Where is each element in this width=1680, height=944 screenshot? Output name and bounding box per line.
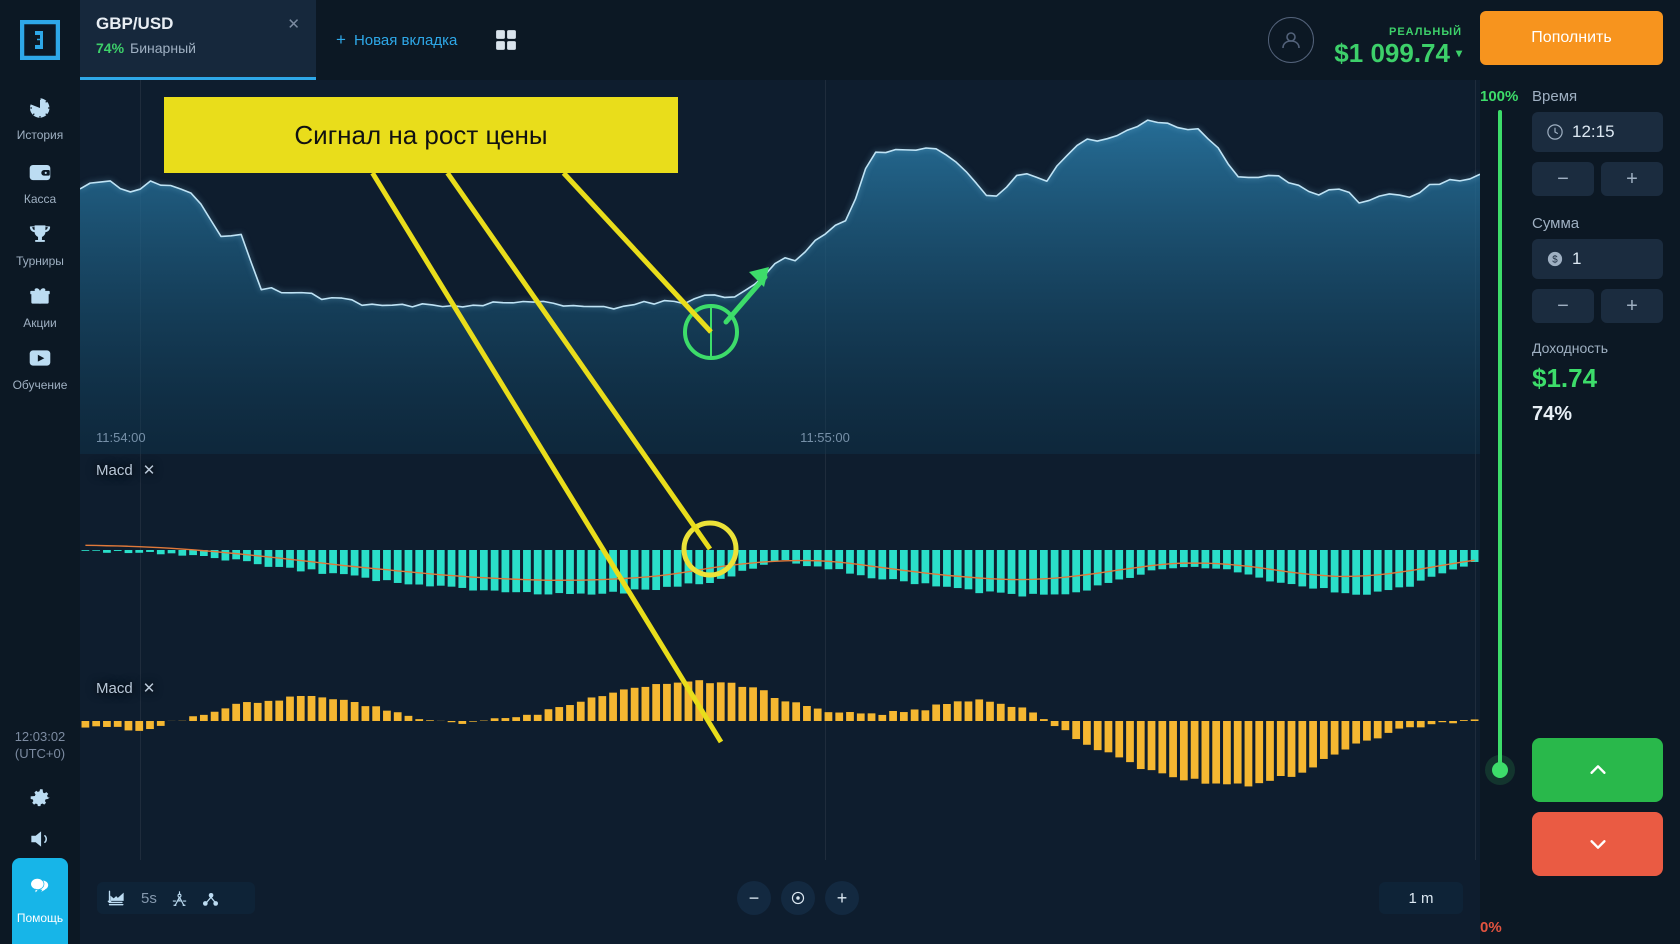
svg-text:$: $ (1552, 254, 1558, 265)
